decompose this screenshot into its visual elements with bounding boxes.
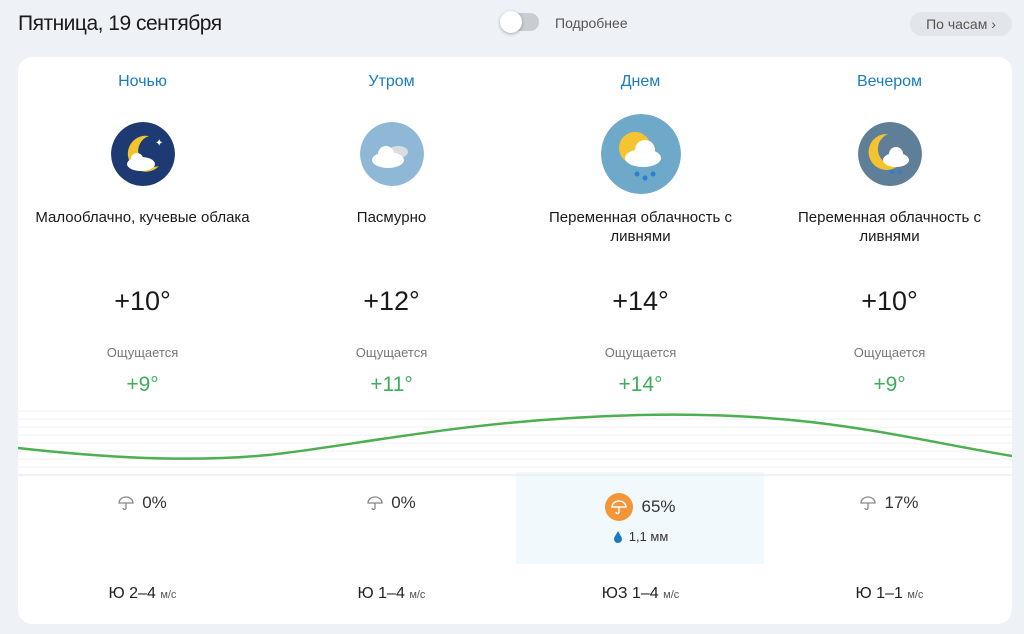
feels-like-label: Ощущается bbox=[106, 345, 179, 360]
temperature: +12° bbox=[363, 286, 420, 316]
umbrella-icon bbox=[118, 495, 134, 511]
feels-like-value: +14° bbox=[618, 373, 663, 396]
period-column: Днем Переменная облачность с ливнями +14… bbox=[516, 57, 765, 624]
feels-like-label: Ощущается bbox=[853, 345, 926, 360]
temperature: +10° bbox=[114, 286, 171, 316]
precip-probability: 0% bbox=[267, 493, 516, 513]
wind: Ю 1–4 м/с bbox=[267, 585, 516, 603]
temperature-curve bbox=[18, 410, 1012, 476]
precip-probability: 17% bbox=[765, 493, 1012, 513]
hourly-button[interactable]: По часам › bbox=[910, 12, 1012, 36]
precip-value: 17% bbox=[884, 493, 919, 512]
wind: Ю 1–1 м/с bbox=[765, 585, 1012, 603]
wind-unit: м/с bbox=[409, 589, 426, 601]
umbrella-icon bbox=[367, 495, 383, 511]
period-name: Днем bbox=[620, 73, 661, 90]
period-column: Вечером Переменная облачность с ливнями … bbox=[765, 57, 1012, 624]
precip-amount-value: 1,1 мм bbox=[628, 529, 669, 544]
moon-cloud-showers-icon bbox=[857, 122, 922, 186]
forecast-card: Ночью ✦ Малооблачно, кучевые облака +10°… bbox=[18, 57, 1012, 624]
precip-probability: 65% bbox=[516, 493, 765, 521]
umbrella-rain-icon bbox=[605, 493, 634, 521]
page-title: Пятница, 19 сентября bbox=[18, 12, 222, 35]
feels-like-value: +11° bbox=[370, 373, 413, 396]
umbrella-icon bbox=[860, 495, 877, 511]
wind-value: ЮЗ 1–4 bbox=[601, 585, 659, 602]
weather-description: Малооблачно, кучевые облака bbox=[35, 209, 250, 226]
period-column: Ночью ✦ Малооблачно, кучевые облака +10°… bbox=[18, 57, 267, 624]
period-name: Утром bbox=[368, 73, 415, 90]
precip-value: 0% bbox=[142, 493, 167, 512]
feels-like-label: Ощущается bbox=[355, 345, 428, 360]
wind-unit: м/с bbox=[907, 589, 924, 601]
precip-probability: 0% bbox=[18, 493, 267, 513]
weather-description: Переменная облачность с ливнями bbox=[549, 209, 732, 245]
wind: ЮЗ 1–4 м/с bbox=[516, 585, 765, 603]
precip-value: 0% bbox=[391, 493, 416, 512]
wind-value: Ю 2–4 bbox=[108, 585, 156, 602]
period-name: Вечером bbox=[856, 73, 923, 90]
feels-like-label: Ощущается bbox=[604, 345, 677, 360]
details-toggle[interactable] bbox=[500, 11, 539, 33]
sun-cloud-showers-icon bbox=[600, 114, 681, 194]
svg-text:✦: ✦ bbox=[155, 138, 163, 149]
moon-few-clouds-icon: ✦ bbox=[110, 122, 175, 186]
temperature: +10° bbox=[861, 286, 918, 316]
period-column: Утром Пасмурно +12° Ощущается +11° 0% Ю … bbox=[267, 57, 516, 624]
temperature: +14° bbox=[612, 286, 669, 316]
details-toggle-label: Подробнее bbox=[555, 15, 628, 31]
period-name: Ночью bbox=[118, 73, 167, 90]
wind-value: Ю 1–1 bbox=[855, 585, 903, 602]
precip-amount: 1,1 мм bbox=[516, 529, 765, 544]
overcast-icon bbox=[359, 122, 424, 186]
precip-value: 65% bbox=[641, 497, 676, 516]
wind: Ю 2–4 м/с bbox=[18, 585, 267, 603]
toggle-knob bbox=[500, 11, 522, 33]
feels-like-value: +9° bbox=[873, 373, 906, 396]
weather-description: Пасмурно bbox=[356, 209, 427, 226]
wind-unit: м/с bbox=[663, 589, 680, 601]
wind-unit: м/с bbox=[160, 589, 177, 601]
temperature-line bbox=[18, 413, 1012, 460]
weather-description: Переменная облачность с ливнями bbox=[798, 209, 981, 245]
precip-highlight bbox=[516, 472, 764, 564]
feels-like-value: +9° bbox=[126, 373, 159, 396]
wind-value: Ю 1–4 bbox=[357, 585, 405, 602]
drop-icon bbox=[613, 530, 623, 543]
